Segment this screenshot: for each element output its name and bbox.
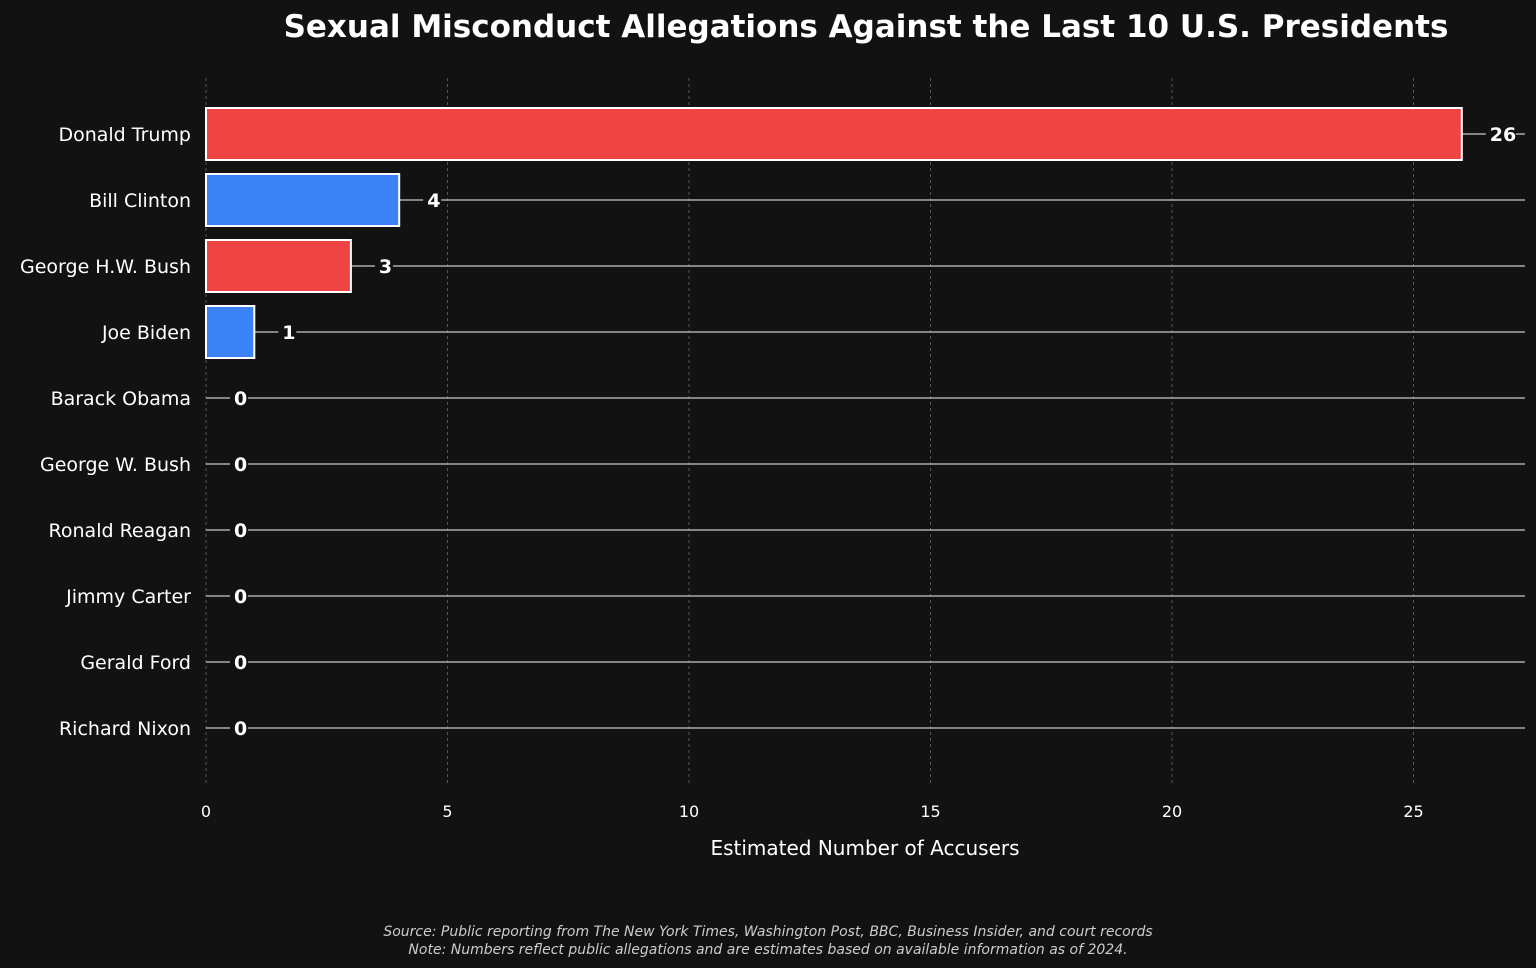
x-axis-title: Estimated Number of Accusers xyxy=(710,836,1019,860)
value-label: 0 xyxy=(234,586,247,608)
x-tick-label: 5 xyxy=(442,802,452,821)
category-label: Joe Biden xyxy=(101,322,191,344)
x-tick-label: 0 xyxy=(201,802,211,821)
value-label: 0 xyxy=(234,454,247,476)
value-label-background xyxy=(230,715,248,741)
value-label-background xyxy=(423,187,442,213)
value-label-background xyxy=(374,253,393,279)
category-label: Barack Obama xyxy=(51,388,191,410)
bar xyxy=(205,239,352,293)
value-label-background xyxy=(1485,121,1516,147)
value-label-background xyxy=(278,319,297,345)
value-label-background xyxy=(230,583,248,609)
value-labels: 26 4 3 1 0 0 0 0 0 0 xyxy=(230,121,1516,741)
category-label: George H.W. Bush xyxy=(20,256,191,278)
bars xyxy=(205,107,1463,359)
bar xyxy=(205,173,401,227)
value-label: 0 xyxy=(234,388,247,410)
note-footnote: Note: Numbers reflect public allegations… xyxy=(408,942,1127,958)
category-label: George W. Bush xyxy=(40,454,191,476)
value-label: 0 xyxy=(234,520,247,542)
x-axis-ticks: 0 5 10 15 20 25 xyxy=(201,802,1424,821)
value-label: 0 xyxy=(234,652,247,674)
category-label: Donald Trump xyxy=(58,124,191,146)
value-label: 26 xyxy=(1490,124,1516,146)
category-label: Jimmy Carter xyxy=(65,586,191,608)
value-label: 3 xyxy=(379,256,392,278)
category-label: Gerald Ford xyxy=(80,652,191,674)
value-label: 1 xyxy=(282,322,295,344)
category-labels: Donald Trump Bill Clinton George H.W. Bush… xyxy=(20,124,191,740)
value-label-background xyxy=(230,451,248,477)
x-tick-label: 10 xyxy=(679,802,699,821)
category-label: Ronald Reagan xyxy=(49,520,191,542)
x-tick-label: 15 xyxy=(920,802,940,821)
source-footnote: Source: Public reporting from The New Yo… xyxy=(383,924,1152,940)
chart-title: Sexual Misconduct Allegations Against th… xyxy=(284,9,1449,45)
category-label: Richard Nixon xyxy=(59,718,191,740)
x-tick-label: 20 xyxy=(1162,802,1182,821)
category-label: Bill Clinton xyxy=(89,190,191,212)
value-label-background xyxy=(230,385,248,411)
value-label-background xyxy=(230,649,248,675)
value-label: 4 xyxy=(427,190,440,212)
x-tick-label: 25 xyxy=(1403,802,1423,821)
value-label: 0 xyxy=(234,718,247,740)
value-label-background xyxy=(230,517,248,543)
leader-lines xyxy=(206,133,1525,729)
bar xyxy=(205,107,1463,161)
bar xyxy=(205,305,256,359)
gridlines xyxy=(205,78,1414,786)
